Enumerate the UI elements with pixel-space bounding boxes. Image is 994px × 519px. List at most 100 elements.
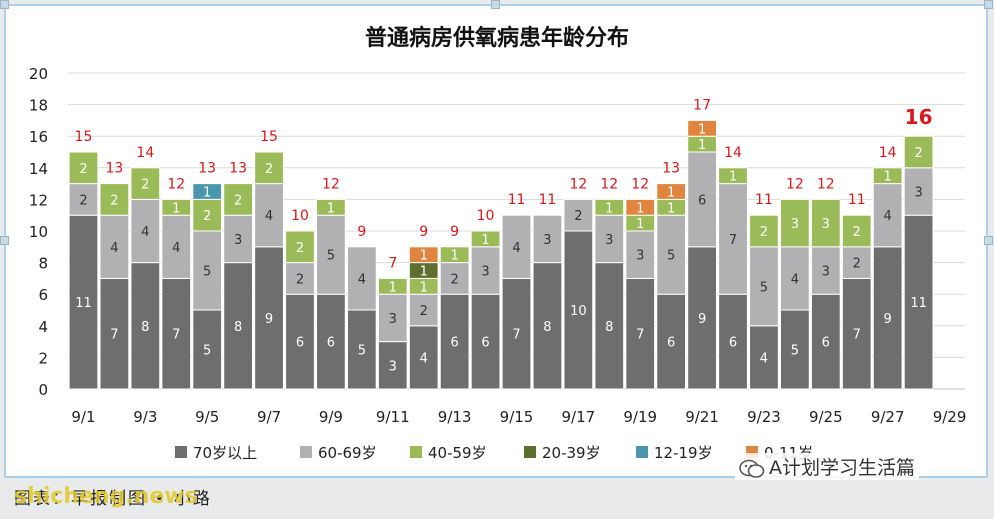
bar-segment [192, 309, 223, 390]
bar-data-label: 7 [172, 328, 180, 343]
x-tick-label: 9/11 [376, 408, 410, 426]
bar-data-label: 4 [265, 209, 273, 224]
bar-segment [749, 246, 779, 327]
bar-segment [377, 277, 408, 295]
bar-segment [254, 246, 284, 390]
bar-segment [687, 151, 717, 248]
bar-data-label: 2 [265, 162, 273, 177]
bar-segment [594, 214, 625, 264]
x-tick-label: 9/29 [933, 408, 967, 426]
bar-segment [656, 214, 687, 295]
y-tick-label: 10 [29, 223, 48, 241]
bar-data-label: 5 [203, 265, 211, 280]
bar-segment [594, 198, 625, 216]
bar-data-label: 1 [450, 249, 458, 264]
bar-data-label: 1 [203, 186, 211, 201]
bar-segment [68, 151, 99, 185]
bar-segment [254, 151, 284, 185]
bar-segment [532, 214, 563, 264]
bar-segment [99, 214, 130, 279]
bar-segment [130, 167, 161, 200]
bar-data-label: 7 [512, 328, 520, 343]
legend-label: 70岁以上 [193, 444, 257, 462]
legend-swatch [300, 446, 312, 458]
bar-data-label: 6 [327, 336, 335, 351]
bar-total-label: 13 [229, 161, 247, 177]
bar-segment [408, 293, 439, 327]
bar-data-label: 4 [420, 351, 428, 366]
bar-segment [346, 309, 377, 390]
resize-handle-top-center[interactable] [491, 0, 500, 9]
bar-segment [192, 183, 223, 200]
x-tick-label: 9/7 [257, 408, 281, 426]
bar-data-label: 1 [481, 233, 489, 248]
bar-data-label: 7 [729, 233, 737, 248]
resize-handle-top-left[interactable] [0, 0, 9, 9]
bar-data-label: 1 [420, 265, 428, 280]
bar-data-label: 3 [914, 186, 922, 201]
bar-segment [346, 246, 377, 311]
y-tick-label: 4 [38, 318, 48, 336]
bar-data-label: 7 [110, 328, 118, 343]
wechat-account-name: A计划学习生活篇 [769, 457, 915, 479]
x-tick-label: 9/9 [319, 408, 343, 426]
bar-segment [718, 293, 748, 390]
bar-data-label: 6 [667, 336, 675, 351]
bar-segment [501, 277, 532, 390]
bar-segment [99, 183, 130, 216]
bar-total-label: 9 [450, 224, 459, 240]
bar-segment [718, 167, 748, 185]
x-tick-label: 9/5 [195, 408, 219, 426]
bar-data-label: 2 [296, 241, 304, 256]
bar-segment [625, 198, 656, 216]
legend-swatch [410, 446, 422, 458]
x-tick-label: 9/13 [438, 408, 472, 426]
y-tick-label: 6 [38, 286, 48, 304]
bar-data-label: 6 [729, 336, 737, 351]
x-tick-label: 9/23 [747, 408, 781, 426]
bar-segment [192, 230, 223, 311]
bar-segment [779, 198, 810, 248]
bar-data-label: 5 [327, 249, 335, 264]
bar-total-label: 14 [879, 145, 897, 161]
bar-data-label: 1 [884, 170, 892, 185]
bar-segment [68, 214, 99, 390]
bar-segment [810, 246, 841, 295]
bar-segment [872, 246, 903, 390]
bar-segment [687, 246, 717, 390]
resize-handle-mid-left[interactable] [0, 236, 9, 245]
bar-total-label: 12 [569, 176, 587, 192]
bar-data-label: 6 [450, 336, 458, 351]
legend-label: 40-59岁 [428, 444, 487, 462]
y-tick-label: 16 [29, 128, 48, 146]
bar-segment [594, 262, 625, 390]
bar-data-label: 1 [636, 201, 644, 216]
bar-total-label: 9 [357, 224, 366, 240]
resize-handle-mid-right[interactable] [984, 236, 993, 245]
bar-total-label: 15 [260, 129, 278, 145]
bar-segment [872, 167, 903, 185]
bar-data-label: 2 [203, 209, 211, 224]
bar-segment [316, 293, 346, 390]
bar-segment [223, 214, 254, 264]
bar-segment [439, 262, 470, 295]
bar-data-label: 8 [543, 320, 551, 335]
wechat-account: A计划学习生活篇 [735, 453, 919, 480]
bar-data-label: 11 [910, 296, 927, 311]
bar-data-label: 2 [79, 162, 87, 177]
bar-data-label: 1 [327, 201, 335, 216]
bar-data-label: 1 [698, 122, 706, 137]
x-tick-label: 9/17 [562, 408, 596, 426]
bar-data-label: 2 [234, 193, 242, 208]
bar-data-label: 3 [389, 359, 397, 374]
resize-handle-top-right[interactable] [984, 0, 993, 9]
bar-segment [903, 167, 934, 216]
bar-data-label: 6 [698, 193, 706, 208]
bar-segment [439, 246, 470, 264]
bar-total-label: 11 [508, 192, 526, 208]
bar-data-label: 1 [389, 280, 397, 295]
x-tick-label: 9/19 [623, 408, 657, 426]
bar-data-label: 3 [822, 265, 830, 280]
bar-data-label: 7 [636, 328, 644, 343]
legend-label: 60-69岁 [318, 444, 377, 462]
